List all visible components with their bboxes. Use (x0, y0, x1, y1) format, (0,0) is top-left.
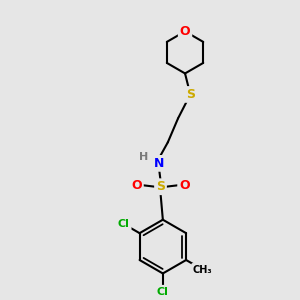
Text: H: H (139, 152, 148, 162)
Text: CH₃: CH₃ (193, 265, 212, 275)
Text: S: S (156, 180, 165, 193)
Text: O: O (180, 25, 190, 38)
Text: N: N (154, 157, 164, 170)
Text: O: O (131, 179, 142, 192)
Text: S: S (186, 88, 195, 101)
Text: Cl: Cl (118, 219, 130, 229)
Text: Cl: Cl (157, 286, 169, 297)
Text: O: O (179, 179, 190, 192)
